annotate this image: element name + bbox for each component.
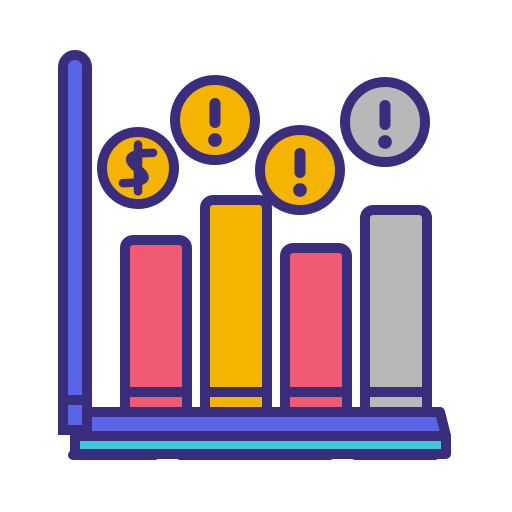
dollar-badge [102, 132, 174, 204]
y-axis [63, 55, 87, 430]
bars-group [125, 200, 427, 412]
alert-badge-2 [260, 130, 340, 210]
bar-3 [365, 210, 427, 412]
y-axis-foot [63, 400, 87, 430]
alert-badge-1 [175, 80, 255, 160]
alert-badge-3 [345, 82, 425, 162]
bar-0 [125, 240, 187, 412]
x-axis-top [75, 412, 446, 436]
bar-1 [205, 200, 267, 412]
risk-bar-chart-icon [0, 0, 512, 512]
